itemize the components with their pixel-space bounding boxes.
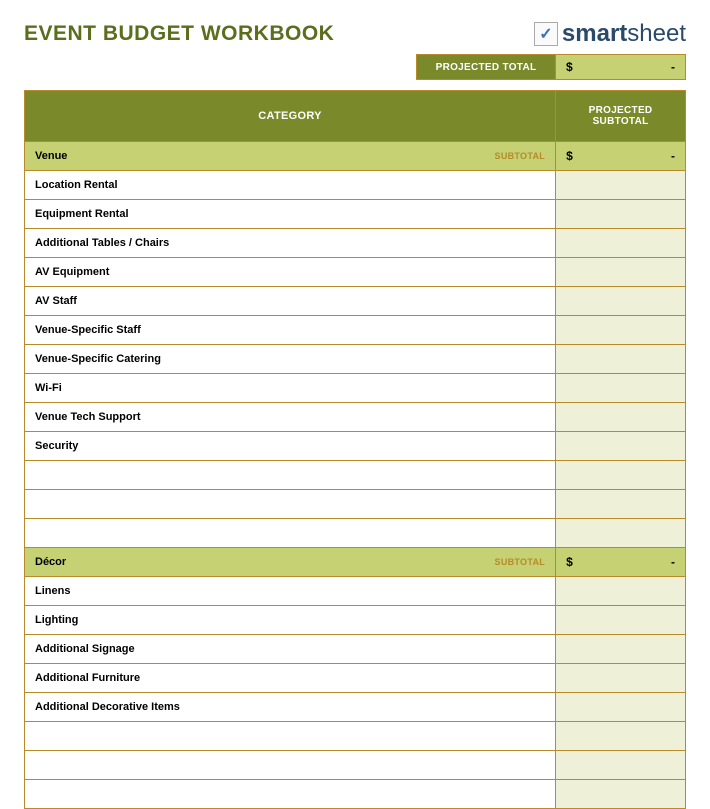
section-row: DécorSUBTOTAL$- <box>25 548 686 577</box>
item-value-cell[interactable] <box>556 374 686 403</box>
subtotal-amount: - <box>671 149 675 163</box>
table-row: Additional Signage <box>25 635 686 664</box>
item-name-cell[interactable]: Additional Tables / Chairs <box>25 229 556 258</box>
table-row: Linens <box>25 577 686 606</box>
item-value-cell[interactable] <box>556 490 686 519</box>
item-value-cell[interactable] <box>556 519 686 548</box>
item-name-cell[interactable]: Venue-Specific Catering <box>25 345 556 374</box>
table-row <box>25 519 686 548</box>
item-name-cell[interactable]: Additional Decorative Items <box>25 693 556 722</box>
item-name-cell[interactable]: AV Staff <box>25 287 556 316</box>
item-value-cell[interactable] <box>556 200 686 229</box>
table-row: AV Equipment <box>25 258 686 287</box>
item-name-cell[interactable]: Venue Tech Support <box>25 403 556 432</box>
logo-bold: smart <box>562 20 627 47</box>
item-value-cell[interactable] <box>556 403 686 432</box>
table-row: Lighting <box>25 606 686 635</box>
item-name-cell[interactable]: AV Equipment <box>25 258 556 287</box>
currency-symbol: $ <box>566 149 573 163</box>
item-value-cell[interactable] <box>556 171 686 200</box>
section-row: VenueSUBTOTAL$- <box>25 142 686 171</box>
item-value-cell[interactable] <box>556 229 686 258</box>
item-value-cell[interactable] <box>556 751 686 780</box>
table-row <box>25 461 686 490</box>
item-value-cell[interactable] <box>556 432 686 461</box>
table-row: Wi-Fi <box>25 374 686 403</box>
table-row: Additional Furniture <box>25 664 686 693</box>
subtotal-label: SUBTOTAL <box>495 151 546 161</box>
table-row: Equipment Rental <box>25 200 686 229</box>
subtotal-amount: - <box>671 555 675 569</box>
table-row: Location Rental <box>25 171 686 200</box>
item-name-cell[interactable]: Wi-Fi <box>25 374 556 403</box>
item-value-cell[interactable] <box>556 664 686 693</box>
item-name-cell[interactable]: Lighting <box>25 606 556 635</box>
table-row: Additional Decorative Items <box>25 693 686 722</box>
item-value-cell[interactable] <box>556 287 686 316</box>
table-row <box>25 722 686 751</box>
table-row <box>25 780 686 809</box>
section-subtotal-cell: $- <box>556 548 686 577</box>
item-value-cell[interactable] <box>556 780 686 809</box>
item-value-cell[interactable] <box>556 345 686 374</box>
item-name-cell[interactable] <box>25 519 556 548</box>
item-name-cell[interactable] <box>25 722 556 751</box>
item-value-cell[interactable] <box>556 693 686 722</box>
table-row: Venue-Specific Staff <box>25 316 686 345</box>
item-value-cell[interactable] <box>556 606 686 635</box>
section-name: Décor <box>35 556 66 568</box>
item-name-cell[interactable] <box>25 751 556 780</box>
table-row: AV Staff <box>25 287 686 316</box>
item-name-cell[interactable]: Location Rental <box>25 171 556 200</box>
table-row <box>25 490 686 519</box>
item-name-cell[interactable]: Security <box>25 432 556 461</box>
item-value-cell[interactable] <box>556 722 686 751</box>
item-value-cell[interactable] <box>556 258 686 287</box>
budget-table: CATEGORY PROJECTED SUBTOTAL Venue SUBTOTA… <box>24 90 686 809</box>
item-name-cell[interactable]: Equipment Rental <box>25 200 556 229</box>
subtotal-label: SUBTOTAL <box>495 557 546 567</box>
brand-logo: ✓ smartsheet <box>534 20 686 48</box>
check-icon: ✓ <box>534 22 558 46</box>
table-row <box>25 751 686 780</box>
section-name-cell: Venue SUBTOTAL <box>25 142 556 171</box>
header-category: CATEGORY <box>25 91 556 142</box>
item-value-cell[interactable] <box>556 316 686 345</box>
section-subtotal-cell: $- <box>556 142 686 171</box>
item-value-cell[interactable] <box>556 461 686 490</box>
item-name-cell[interactable]: Linens <box>25 577 556 606</box>
total-amount: - <box>671 60 675 74</box>
item-name-cell[interactable] <box>25 461 556 490</box>
section-name-cell: Décor SUBTOTAL <box>25 548 556 577</box>
header-projected-subtotal: PROJECTED SUBTOTAL <box>556 91 686 142</box>
projected-total-box: PROJECTED TOTAL $ - <box>416 54 686 80</box>
table-row: Venue-Specific Catering <box>25 345 686 374</box>
item-value-cell[interactable] <box>556 635 686 664</box>
currency-symbol: $ <box>566 555 573 569</box>
currency-symbol: $ <box>566 60 573 74</box>
item-name-cell[interactable]: Additional Furniture <box>25 664 556 693</box>
table-row: Venue Tech Support <box>25 403 686 432</box>
table-row: Security <box>25 432 686 461</box>
logo-light: sheet <box>627 20 686 47</box>
page-title: EVENT BUDGET WORKBOOK <box>24 22 334 46</box>
section-name: Venue <box>35 150 67 162</box>
projected-total-label: PROJECTED TOTAL <box>417 55 555 79</box>
item-value-cell[interactable] <box>556 577 686 606</box>
item-name-cell[interactable] <box>25 490 556 519</box>
item-name-cell[interactable]: Venue-Specific Staff <box>25 316 556 345</box>
item-name-cell[interactable] <box>25 780 556 809</box>
item-name-cell[interactable]: Additional Signage <box>25 635 556 664</box>
projected-total-value: $ - <box>555 55 685 79</box>
table-row: Additional Tables / Chairs <box>25 229 686 258</box>
